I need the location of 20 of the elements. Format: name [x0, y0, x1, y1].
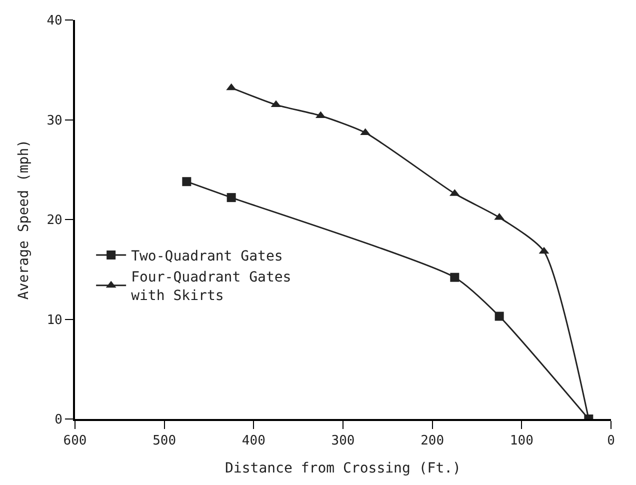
y-tick-label: 20 [46, 213, 62, 228]
x-tick-label: 500 [152, 434, 176, 449]
legend-label: Four-Quadrant Gates with Skirts [131, 270, 292, 304]
x-tick-label: 400 [242, 434, 266, 449]
point [226, 193, 236, 202]
point [450, 272, 460, 282]
x-tick-label: 0 [607, 434, 615, 449]
x-axis-title: Distance from Crossing (Ft.) [224, 460, 462, 476]
y-tick-label: 0 [54, 412, 62, 428]
point [182, 177, 192, 186]
y-tick-label: 10 [46, 312, 62, 328]
y-tick-label: 40 [46, 14, 62, 29]
y-tick-label: 30 [46, 113, 62, 128]
x-tick-label: 200 [420, 434, 444, 449]
legend-label: Two-Quadrant Gates [131, 248, 283, 265]
point [494, 312, 504, 321]
y-axis-title: Average Speed (mph) [16, 139, 32, 300]
x-tick-label: 600 [63, 434, 87, 449]
x-tick-label: 300 [331, 434, 355, 449]
x-tick-label: 100 [510, 434, 534, 449]
